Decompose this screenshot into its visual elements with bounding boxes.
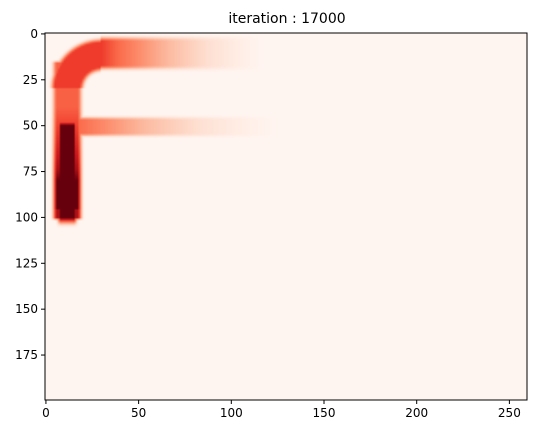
- heatmap-raster: [45, 33, 527, 400]
- x-tick-label: 100: [220, 406, 243, 420]
- y-tick-label: 75: [23, 165, 38, 179]
- y-tick-label: 100: [15, 210, 38, 224]
- y-tick-label: 175: [15, 348, 38, 362]
- y-axis: 0 25 50 75 100 125 150 175: [15, 27, 45, 362]
- x-tick-label: 150: [313, 406, 336, 420]
- x-axis: 0 50 100 150 200 250: [42, 400, 521, 420]
- x-tick-label: 0: [42, 406, 50, 420]
- y-tick-label: 25: [23, 73, 38, 87]
- x-tick-label: 250: [498, 406, 521, 420]
- y-tick-label: 125: [15, 256, 38, 270]
- y-tick-label: 0: [30, 27, 38, 41]
- y-tick-label: 150: [15, 302, 38, 316]
- x-tick-label: 50: [131, 406, 146, 420]
- plot-frame: [44, 32, 528, 401]
- x-tick-label: 200: [405, 406, 428, 420]
- y-tick-label: 50: [23, 119, 38, 133]
- heatmap-image: [45, 33, 527, 400]
- chart-title: iteration : 17000: [228, 11, 345, 27]
